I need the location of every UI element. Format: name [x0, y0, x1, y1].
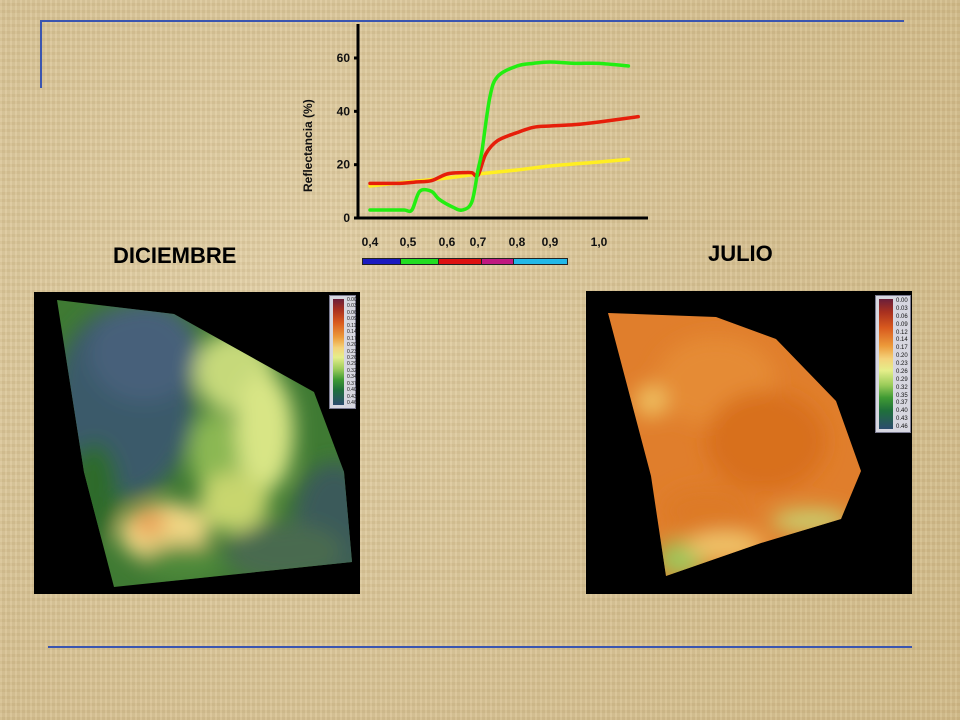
y-tick-label: 40 [337, 104, 351, 118]
diciembre-field [57, 300, 352, 587]
legend-tick: 0.14 [347, 329, 357, 336]
julio-legend: 0.00 0.03 0.06 0.09 0.12 0.14 0.17 0.20 0.23 0.26… [875, 295, 911, 433]
legend-tick: 0.43 [347, 393, 357, 400]
chart-axes [356, 24, 648, 220]
legend-tick: 0.09 [347, 316, 357, 323]
label-julio: JULIO [708, 241, 773, 266]
spectral-band [438, 258, 483, 265]
legend-tick: 0.26 [896, 368, 908, 375]
legend-tick: 0.06 [896, 313, 908, 320]
diciembre-map: 0.00 0.03 0.06 0.09 0.11 0.14 0.17 0.20 0.23 0.26… [34, 292, 360, 594]
diciembre-legend-ticks: 0.00 0.03 0.06 0.09 0.11 0.14 0.17 0.20 0.23 0.26… [347, 297, 357, 406]
legend-tick: 0.03 [347, 303, 357, 310]
legend-tick: 0.17 [896, 345, 908, 352]
spectral-band [513, 258, 568, 265]
julio-map: 0.00 0.03 0.06 0.09 0.12 0.14 0.17 0.20 0.23 0.26… [586, 291, 912, 594]
label-diciembre: DICIEMBRE [113, 243, 237, 268]
x-tick-label: 0,4 [362, 235, 379, 249]
legend-tick: 0.09 [896, 321, 908, 328]
x-tick-label: 0,6 [439, 235, 456, 249]
x-tick-label: 0,9 [542, 235, 559, 249]
legend-tick: 0.00 [896, 298, 908, 304]
julio-field [608, 313, 861, 576]
julio-colorbar [879, 299, 893, 429]
legend-tick: 0.06 [347, 309, 357, 316]
chart-series [368, 60, 640, 214]
legend-tick: 0.20 [347, 342, 357, 349]
spectral-band [400, 258, 440, 265]
diciembre-colorbar [333, 299, 344, 405]
x-tick-label: 1,0 [591, 235, 608, 249]
legend-tick: 0.37 [896, 400, 908, 407]
legend-tick: 0.14 [896, 337, 908, 344]
legend-tick: 0.00 [347, 297, 357, 303]
y-tick-labels: 0 20 40 60 [337, 51, 358, 225]
legend-tick: 0.43 [896, 416, 908, 423]
spectral-band [481, 258, 515, 265]
legend-tick: 0.26 [347, 354, 357, 361]
legend-tick: 0.40 [896, 408, 908, 415]
legend-tick: 0.40 [347, 387, 357, 394]
legend-tick: 0.29 [347, 361, 357, 368]
top-frame-line [40, 20, 904, 22]
legend-tick: 0.46 [896, 424, 908, 430]
legend-tick: 0.20 [896, 353, 908, 360]
x-tick-labels: 0,4 0,5 0,6 0,7 0,8 0,9 1,0 [362, 235, 608, 249]
legend-tick: 0.29 [896, 376, 908, 383]
x-tick-label: 0,5 [400, 235, 417, 249]
legend-tick: 0.37 [347, 380, 357, 387]
legend-tick: 0.17 [347, 335, 357, 342]
legend-tick: 0.12 [896, 329, 908, 336]
series-line [368, 114, 640, 186]
y-tick-label: 60 [337, 51, 351, 65]
x-tick-label: 0,8 [509, 235, 526, 249]
legend-tick: 0.23 [347, 348, 357, 355]
bottom-frame-line [48, 646, 912, 648]
legend-tick: 0.35 [896, 392, 908, 399]
spectral-band [362, 258, 402, 265]
legend-tick: 0.32 [896, 384, 908, 391]
left-frame-line [40, 20, 42, 88]
reflectance-chart: 0 20 40 60 0,4 0,5 0,6 0,7 0,8 0,9 1,0 Reflectanc… [301, 24, 648, 249]
legend-tick: 0.03 [896, 305, 908, 312]
x-tick-label: 0,7 [470, 235, 487, 249]
y-tick-label: 20 [337, 158, 351, 172]
legend-tick: 0.32 [347, 367, 357, 374]
legend-tick: 0.11 [347, 322, 357, 329]
legend-tick: 0.23 [896, 361, 908, 367]
legend-tick: 0.46 [347, 400, 357, 406]
y-tick-label: 0 [343, 211, 350, 225]
julio-legend-ticks: 0.00 0.03 0.06 0.09 0.12 0.14 0.17 0.20 0.23 0.26… [896, 298, 909, 430]
diciembre-legend: 0.00 0.03 0.06 0.09 0.11 0.14 0.17 0.20 0.23 0.26… [329, 295, 357, 409]
y-axis-label: Reflectancia (%) [301, 99, 315, 192]
series-line [368, 60, 631, 214]
legend-tick: 0.34 [347, 374, 357, 381]
